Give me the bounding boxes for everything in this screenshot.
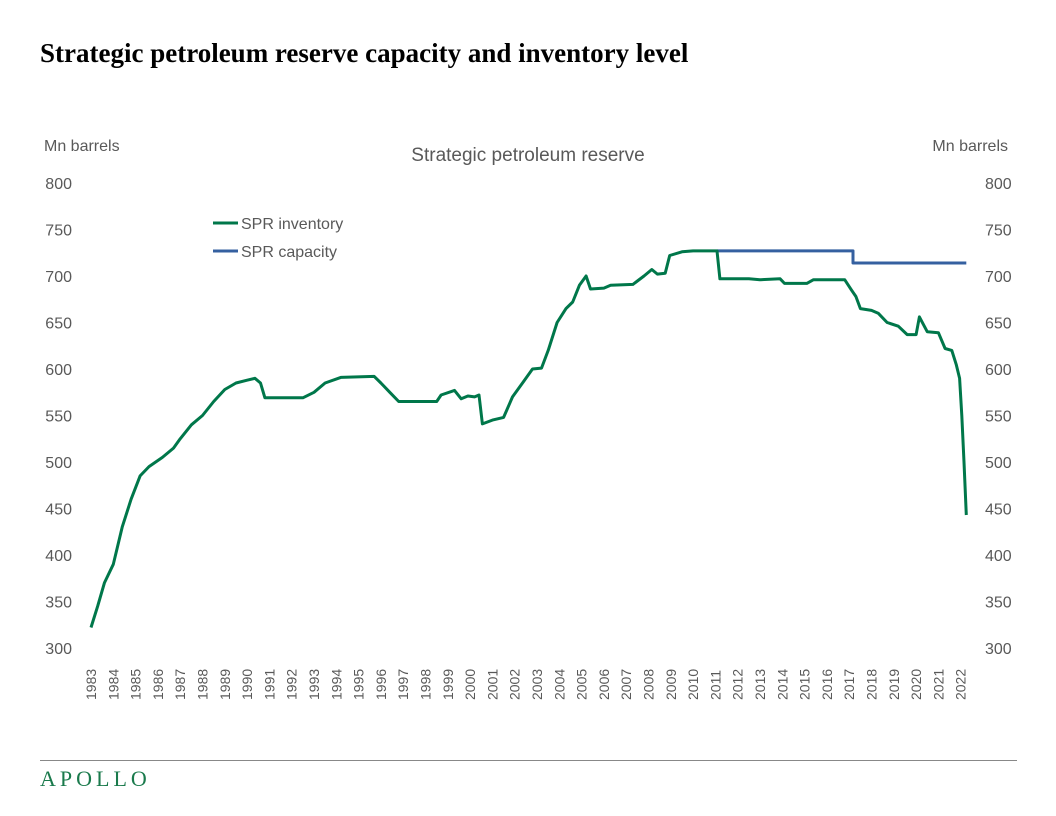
x-tick-label: 2010 xyxy=(685,669,701,700)
x-tick-label: 2008 xyxy=(641,669,657,700)
x-tick-label: 2013 xyxy=(752,669,768,700)
x-tick-label: 2015 xyxy=(797,669,813,700)
y-tick-label-left: 700 xyxy=(45,269,72,286)
x-tick-label: 2005 xyxy=(574,669,590,700)
x-tick-label: 2001 xyxy=(484,669,500,700)
x-tick-label: 1996 xyxy=(373,669,389,700)
x-tick-label: 2019 xyxy=(886,669,902,700)
x-tick-label: 2006 xyxy=(596,669,612,700)
x-tick-label: 2022 xyxy=(953,669,969,700)
y-tick-label-left: 750 xyxy=(45,223,72,240)
chart-title: Strategic petroleum reserve xyxy=(411,145,644,166)
y-axis-label-right: Mn barrels xyxy=(932,138,1008,155)
y-tick-label-right: 350 xyxy=(985,595,1012,612)
legend-entry: SPR capacity xyxy=(241,244,337,261)
x-tick-label: 1994 xyxy=(328,669,344,700)
y-tick-label-right: 650 xyxy=(985,316,1012,333)
x-tick-label: 2020 xyxy=(908,669,924,700)
y-tick-label-right: 750 xyxy=(985,223,1012,240)
x-tick-label: 1992 xyxy=(284,669,300,700)
chart: Strategic petroleum reserve Mn barrels Mn … xyxy=(44,138,1012,700)
y-tick-label-right: 550 xyxy=(985,409,1012,426)
x-tick-label: 2003 xyxy=(529,669,545,700)
y-axis-label-left: Mn barrels xyxy=(44,138,120,155)
x-tick-label: 2016 xyxy=(819,669,835,700)
x-tick-label: 2002 xyxy=(507,669,523,700)
x-tick-label: 2007 xyxy=(618,669,634,700)
x-tick-label: 1990 xyxy=(239,669,255,700)
x-tick-label: 1998 xyxy=(418,669,434,700)
y-tick-label-left: 400 xyxy=(45,548,72,565)
y-tick-label-left: 650 xyxy=(45,316,72,333)
x-tick-label: 2012 xyxy=(730,669,746,700)
x-tick-label: 2009 xyxy=(663,669,679,700)
x-tick-label: 1988 xyxy=(195,669,211,700)
series-line-spr-inventory xyxy=(89,249,968,628)
y-tick-label-right: 450 xyxy=(985,502,1012,519)
footer-divider xyxy=(40,760,1017,761)
apollo-logo: APOLLO xyxy=(40,766,151,791)
x-tick-label: 2004 xyxy=(551,669,567,700)
y-tick-label-left: 450 xyxy=(45,502,72,519)
y-tick-label-right: 700 xyxy=(985,269,1012,286)
y-tick-label-right: 400 xyxy=(985,548,1012,565)
y-tick-label-right: 300 xyxy=(985,641,1012,658)
y-tick-label-left: 300 xyxy=(45,641,72,658)
x-tick-label: 1984 xyxy=(105,669,121,700)
x-tick-label: 2021 xyxy=(930,669,946,700)
x-tick-label: 1991 xyxy=(261,669,277,700)
y-tick-label-left: 550 xyxy=(45,409,72,426)
y-tick-label-left: 800 xyxy=(45,176,72,193)
page-title: Strategic petroleum reserve capacity and… xyxy=(40,38,689,68)
y-tick-label-right: 600 xyxy=(985,362,1012,379)
y-tick-label-right: 500 xyxy=(985,455,1012,472)
x-tick-label: 1989 xyxy=(217,669,233,700)
x-tick-label: 2000 xyxy=(462,669,478,700)
x-tick-label: 1995 xyxy=(351,669,367,700)
x-tick-label: 1997 xyxy=(395,669,411,700)
x-tick-label: 1986 xyxy=(150,669,166,700)
y-tick-label-left: 600 xyxy=(45,362,72,379)
legend-entry: SPR inventory xyxy=(241,216,343,233)
y-tick-label-left: 350 xyxy=(45,595,72,612)
x-tick-label: 1987 xyxy=(172,669,188,700)
x-tick-label: 2018 xyxy=(864,669,880,700)
x-tick-label: 2017 xyxy=(841,669,857,700)
series-line-spr-capacity xyxy=(717,249,967,265)
x-tick-label: 1985 xyxy=(128,669,144,700)
x-tick-label: 1993 xyxy=(306,669,322,700)
y-tick-label-right: 800 xyxy=(985,176,1012,193)
x-tick-label: 2014 xyxy=(774,669,790,700)
x-tick-label: 2011 xyxy=(707,670,723,700)
x-tick-label: 1983 xyxy=(83,669,99,700)
y-tick-label-left: 500 xyxy=(45,455,72,472)
x-tick-label: 1999 xyxy=(440,669,456,700)
